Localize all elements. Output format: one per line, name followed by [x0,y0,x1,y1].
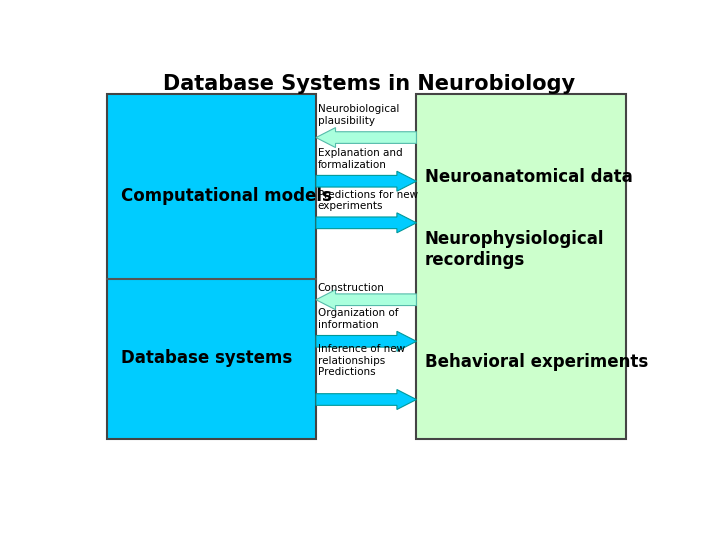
Text: Organization of
information: Organization of information [318,308,398,329]
Text: Explanation and
formalization: Explanation and formalization [318,148,402,170]
FancyBboxPatch shape [107,94,316,439]
Text: Neurophysiological
recordings: Neurophysiological recordings [425,231,604,269]
Polygon shape [316,171,416,191]
Polygon shape [316,127,416,147]
Text: Computational models: Computational models [121,187,332,205]
Text: Neuroanatomical data: Neuroanatomical data [425,168,633,186]
Polygon shape [316,213,416,233]
Polygon shape [316,389,416,409]
Text: Predictions for new
experiments: Predictions for new experiments [318,190,418,211]
Text: Database Systems in Neurobiology: Database Systems in Neurobiology [163,73,575,93]
Text: Inference of new
relationships
Predictions: Inference of new relationships Predictio… [318,345,405,377]
Polygon shape [316,332,416,352]
Polygon shape [316,290,416,310]
FancyBboxPatch shape [416,94,626,439]
Text: Neurobiological
plausibility: Neurobiological plausibility [318,104,399,126]
Text: Construction: Construction [318,282,384,293]
Text: Database systems: Database systems [121,349,292,367]
Text: Behavioral experiments: Behavioral experiments [425,353,648,371]
